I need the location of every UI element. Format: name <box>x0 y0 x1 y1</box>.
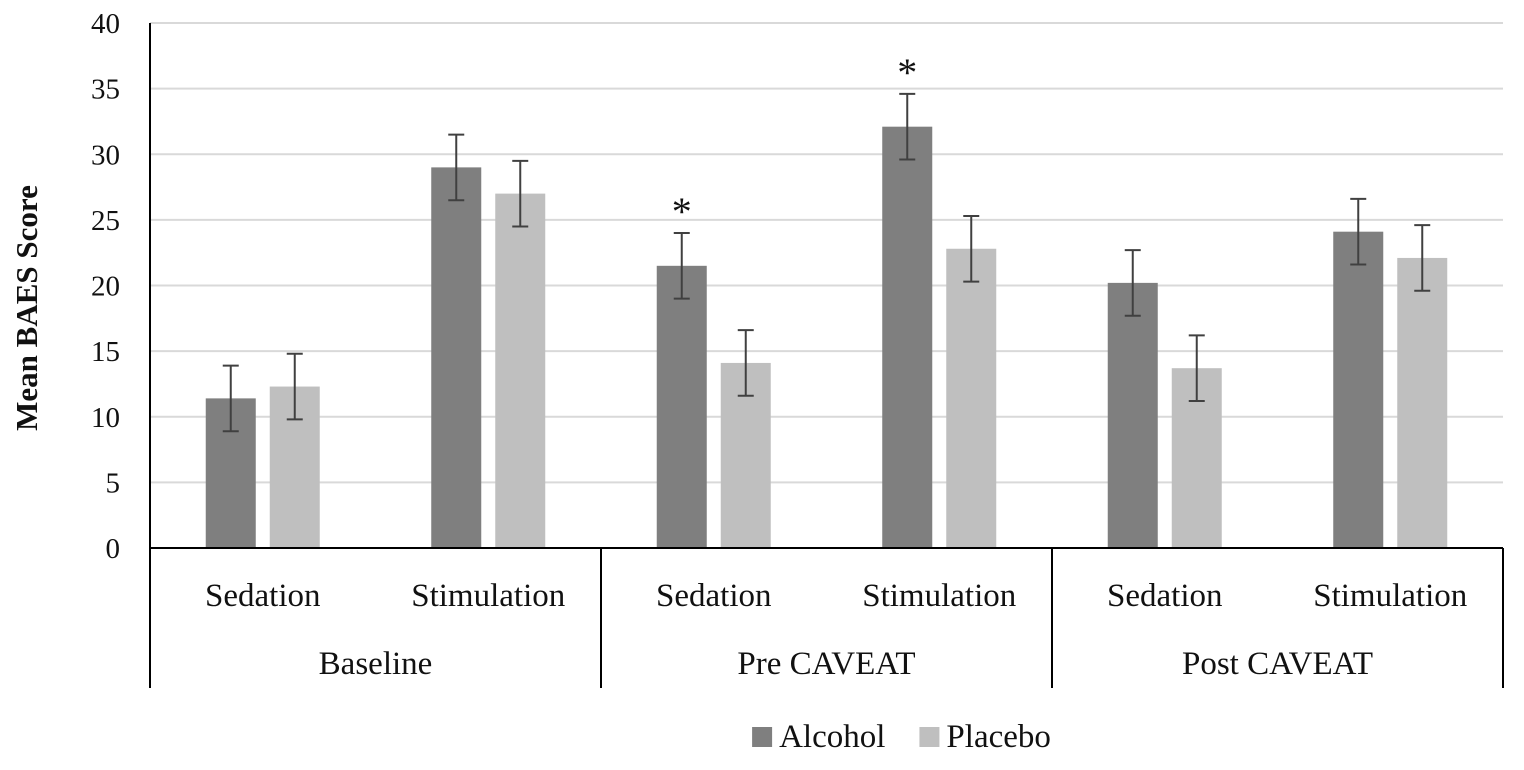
bar <box>656 265 707 548</box>
bar <box>495 193 546 548</box>
y-tick-label: 10 <box>91 402 120 434</box>
gridlines <box>150 22 1503 484</box>
y-tick-label: 15 <box>91 336 120 368</box>
bar <box>431 167 482 548</box>
legend: Alcohol Placebo <box>752 719 1051 755</box>
y-tick-label: 30 <box>91 139 120 171</box>
y-tick-label: 5 <box>106 467 121 499</box>
y-tick-labels: 0 5 10 15 20 25 30 35 40 <box>91 8 120 565</box>
y-tick-label: 40 <box>91 8 120 40</box>
y-tick-label: 20 <box>91 271 120 303</box>
x-subcategory-label: Stimulation <box>411 578 565 614</box>
x-subcategory-label: Sedation <box>1107 578 1222 614</box>
bars <box>205 126 1448 548</box>
significance-marker: * <box>672 189 692 234</box>
legend-item: Alcohol <box>752 719 885 755</box>
legend-swatch <box>752 727 773 747</box>
legend-item: Placebo <box>919 719 1051 755</box>
y-tick-label: 35 <box>91 74 120 106</box>
bar <box>1107 282 1158 548</box>
x-subcategory-label: Stimulation <box>1313 578 1467 614</box>
bar <box>1333 231 1384 548</box>
legend-label: Alcohol <box>779 719 885 755</box>
legend-label: Placebo <box>946 719 1050 755</box>
x-subcategory-label: Stimulation <box>862 578 1016 614</box>
x-group-label: Baseline <box>319 646 433 682</box>
legend-swatch <box>919 727 940 747</box>
y-axis-title: Mean BAES Score <box>9 185 44 431</box>
significance-markers: ** <box>672 50 918 234</box>
significance-marker: * <box>897 50 917 95</box>
x-group-label: Pre CAVEAT <box>737 646 915 682</box>
axes <box>149 23 1504 688</box>
x-subcategory-label: Sedation <box>656 578 771 614</box>
y-tick-label: 0 <box>106 533 121 565</box>
bar <box>882 126 933 548</box>
error-bars <box>222 92 1431 433</box>
bar <box>946 248 997 548</box>
y-tick-label: 25 <box>91 205 120 237</box>
bar <box>1397 257 1448 548</box>
x-category-labels: Sedation Stimulation Sedation Stimulation Se… <box>205 578 1467 682</box>
x-subcategory-label: Sedation <box>205 578 320 614</box>
x-group-label: Post CAVEAT <box>1182 646 1373 682</box>
